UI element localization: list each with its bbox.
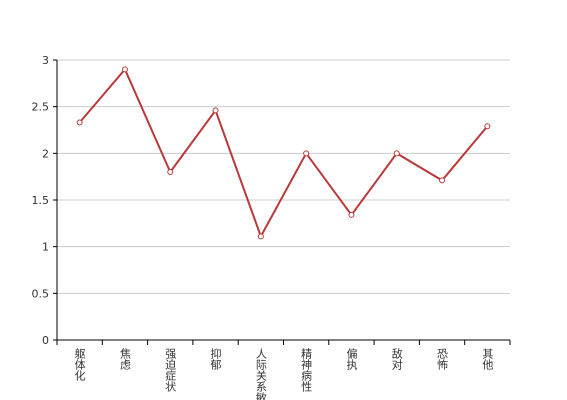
x-tick-label: 敌对 [390, 347, 403, 370]
x-tick-label: 恐怖 [436, 348, 449, 370]
point [121, 66, 128, 73]
y-tick-label: 0 [42, 334, 49, 347]
y-tick-label: 3 [42, 54, 49, 67]
y-tick-label: 1.5 [32, 194, 50, 207]
y-tick-label: 2.5 [32, 101, 50, 114]
point [393, 150, 400, 157]
point [167, 169, 174, 175]
x-tick-label: 偏执 [345, 347, 358, 371]
line [78, 67, 489, 239]
point [303, 150, 310, 157]
point [257, 233, 264, 240]
point [484, 123, 491, 130]
x-tick-label: 人际关系敏感 [254, 348, 267, 400]
point [439, 177, 446, 184]
x-tick-label: 焦虑 [118, 348, 131, 370]
point [348, 211, 355, 218]
x-tick-label: 其他 [481, 348, 494, 370]
x-tick-label: 强迫症状 [164, 348, 177, 392]
x-tick-label: 躯体化 [73, 348, 86, 382]
y-tick-label: 2 [42, 147, 49, 160]
y-tick-label: 0.5 [32, 287, 50, 300]
x-tick-label: 精神病性 [300, 348, 313, 393]
y-tick-label: 1 [42, 241, 49, 254]
point [76, 119, 83, 126]
point [212, 107, 219, 114]
x-tick-label: 抑郁 [209, 347, 222, 370]
